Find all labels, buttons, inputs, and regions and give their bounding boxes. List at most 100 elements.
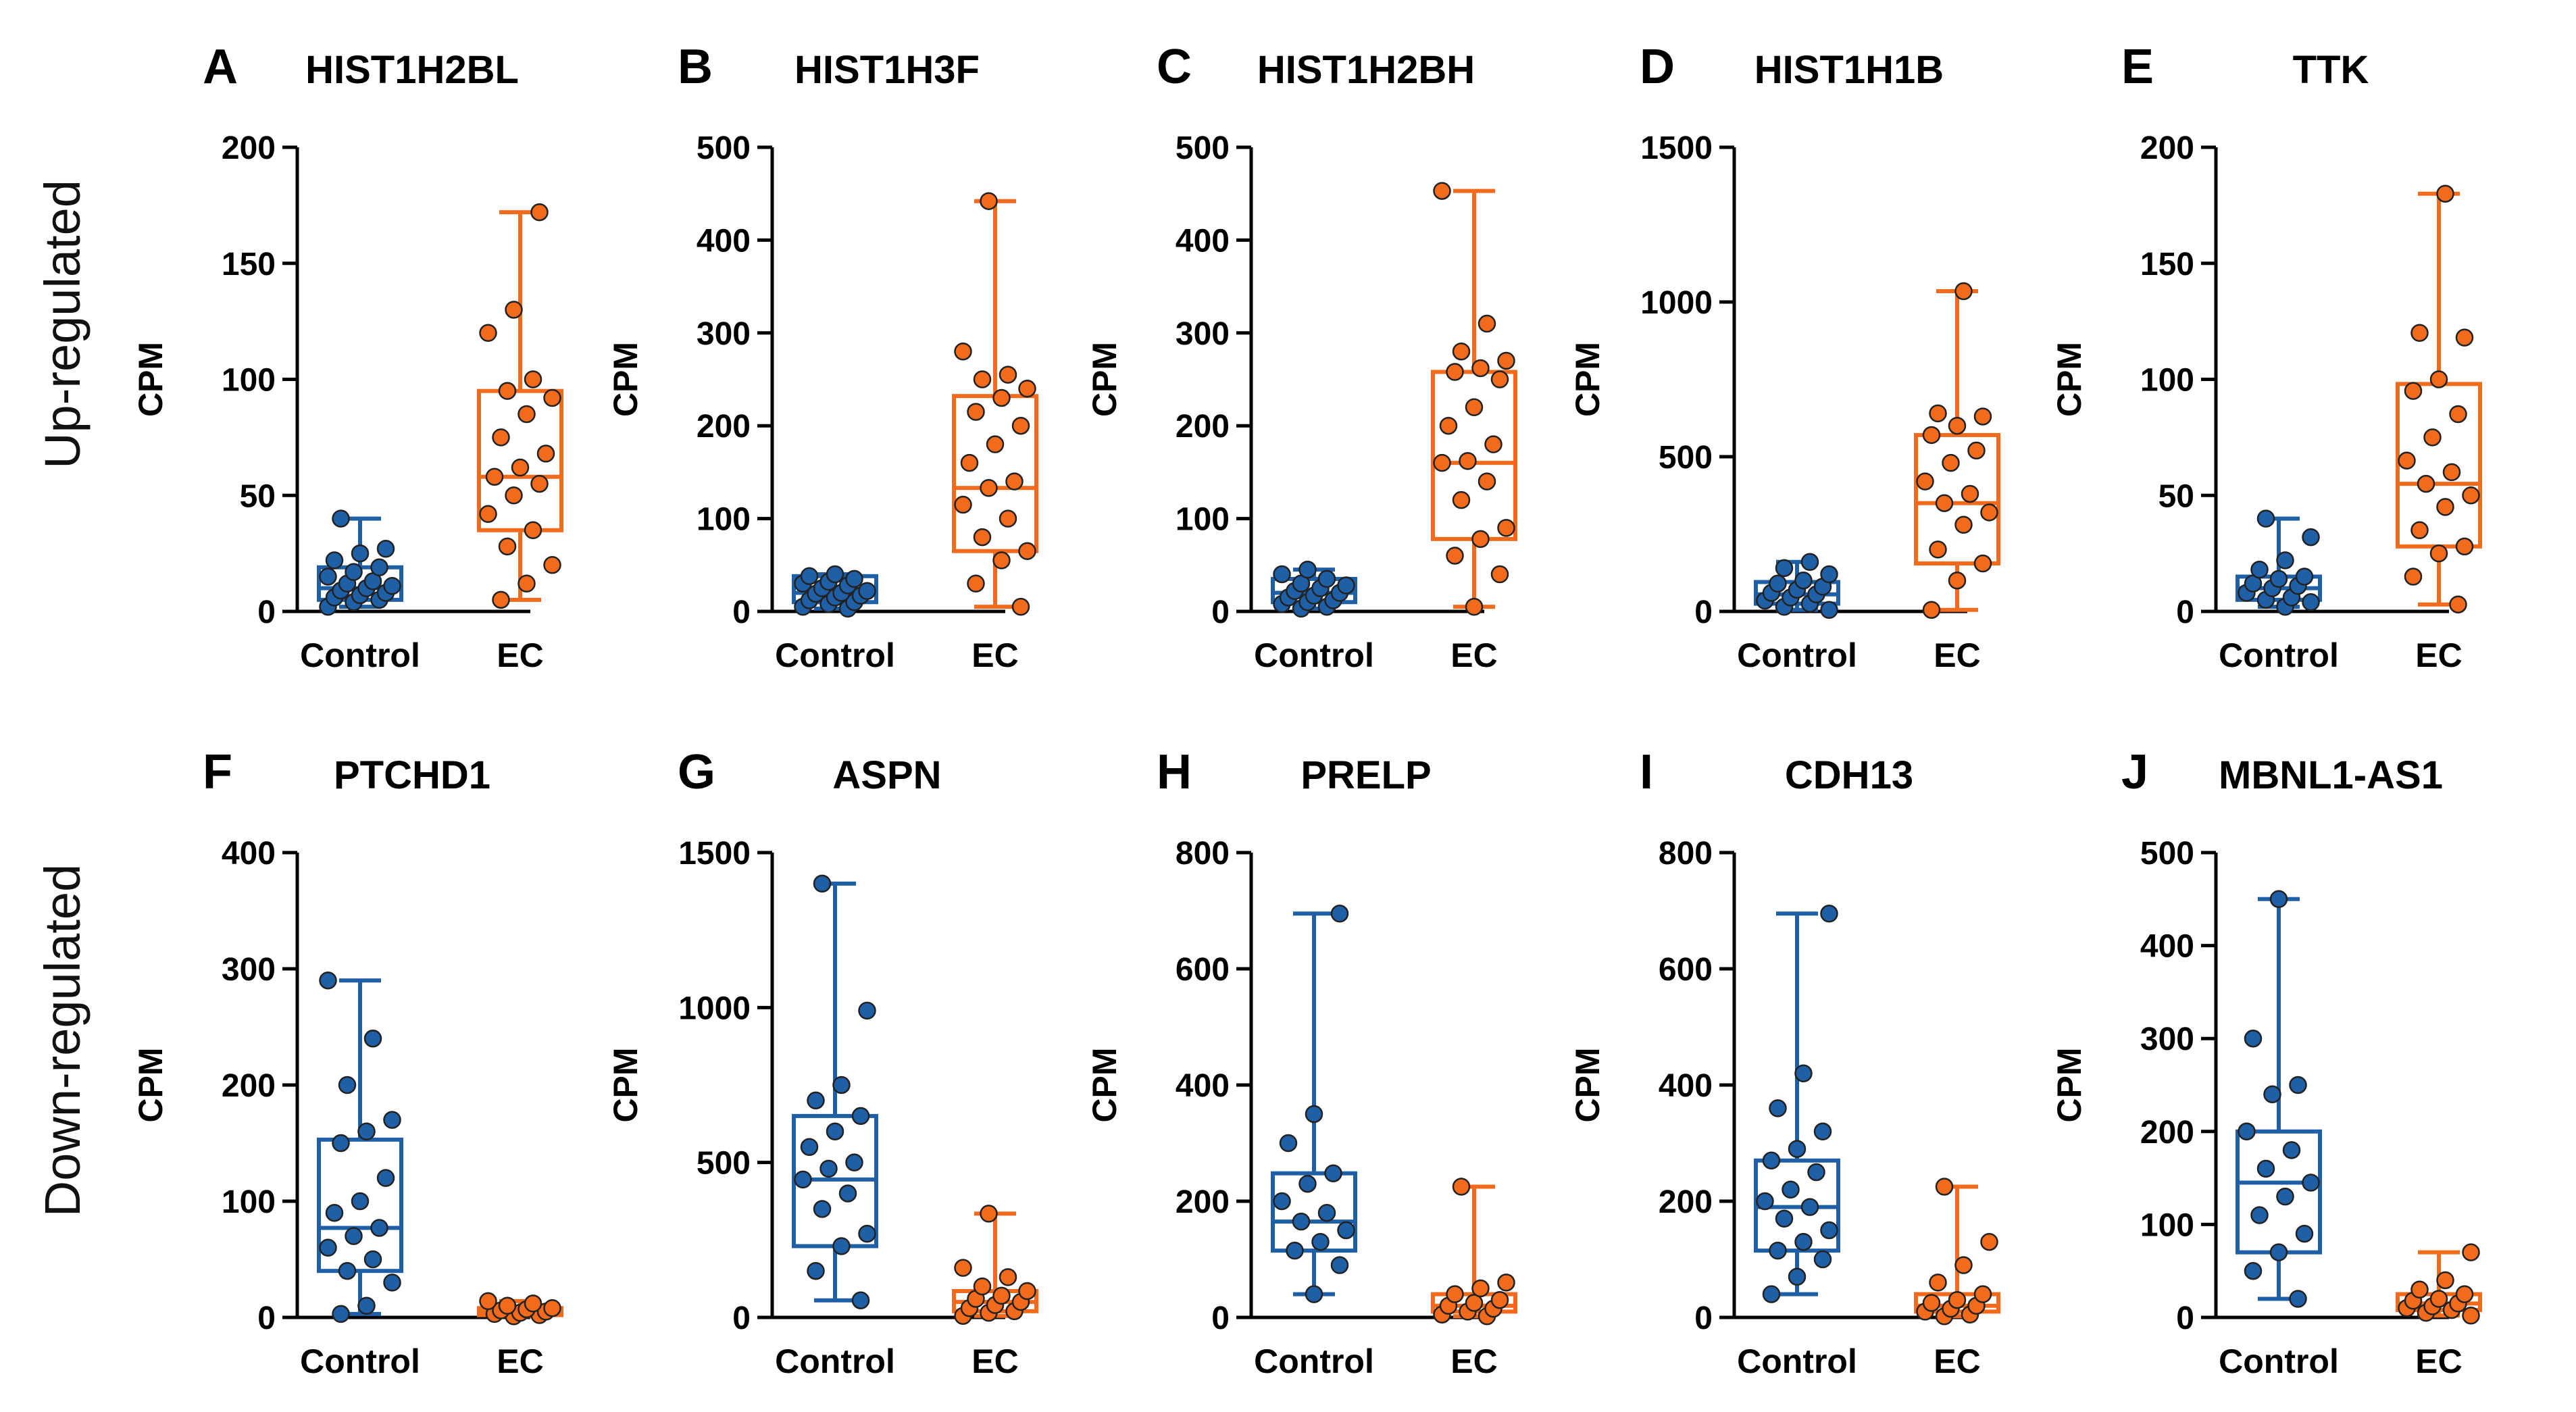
data-point bbox=[2289, 1076, 2307, 1094]
panel-d-ytick-label: 1500 bbox=[1640, 130, 1713, 166]
data-point bbox=[1769, 574, 1787, 593]
panel-e-ytick-label: 50 bbox=[2158, 478, 2194, 514]
data-point bbox=[986, 435, 1005, 453]
panel-h-ytick-label: 800 bbox=[1176, 836, 1230, 872]
panel-j-title: MBNL1-AS1 bbox=[2219, 753, 2443, 797]
panel-b-letter: B bbox=[678, 40, 713, 94]
panel-h-ytick-label: 600 bbox=[1176, 952, 1230, 988]
data-point bbox=[2417, 474, 2435, 493]
data-point bbox=[498, 537, 517, 556]
panel-f-title: PTCHD1 bbox=[334, 753, 490, 797]
data-point bbox=[479, 1292, 497, 1311]
data-point bbox=[1471, 359, 1490, 378]
data-point bbox=[345, 1227, 363, 1245]
data-point bbox=[319, 1238, 337, 1257]
data-point bbox=[524, 370, 542, 388]
panel-a-letter: A bbox=[203, 40, 238, 94]
data-point bbox=[498, 1296, 517, 1315]
panel-h-letter: H bbox=[1157, 745, 1192, 799]
data-point bbox=[2238, 1122, 2256, 1141]
data-point bbox=[1929, 540, 1947, 559]
panel-j-ytick-label: 100 bbox=[2140, 1207, 2194, 1243]
panel-b-ytick-label: 400 bbox=[697, 223, 751, 259]
panel-j-ylabel: CPM bbox=[2050, 1047, 2088, 1122]
data-point bbox=[1775, 1209, 1794, 1228]
data-point bbox=[2429, 370, 2448, 388]
data-point bbox=[2269, 890, 2288, 909]
data-point bbox=[2244, 1261, 2263, 1280]
data-point bbox=[370, 1219, 388, 1237]
data-point bbox=[383, 576, 401, 595]
data-point bbox=[794, 1170, 812, 1189]
panel-e-ytick-label: 200 bbox=[2140, 130, 2194, 166]
data-point bbox=[357, 1122, 376, 1141]
data-point bbox=[1317, 570, 1336, 588]
panel-e-ytick-label: 150 bbox=[2140, 247, 2194, 282]
panel-f-ec-group bbox=[477, 1292, 563, 1326]
data-point bbox=[536, 445, 555, 463]
data-point bbox=[832, 1076, 851, 1094]
data-point bbox=[807, 1091, 825, 1110]
data-point bbox=[813, 1200, 832, 1218]
data-point bbox=[1330, 905, 1349, 923]
data-point bbox=[1273, 1192, 1291, 1211]
data-point bbox=[1497, 1274, 1515, 1292]
panel-i: I CDH13 0 200 400 600 800 CPM Control EC bbox=[1569, 745, 2000, 1380]
panel-f-ylabel: CPM bbox=[132, 1047, 170, 1122]
data-point bbox=[2423, 428, 2442, 447]
data-point bbox=[2455, 1285, 2474, 1303]
data-point bbox=[363, 1029, 382, 1048]
panel-b-ytick-label: 0 bbox=[732, 595, 751, 630]
iqr-box bbox=[477, 388, 563, 532]
data-point bbox=[479, 324, 497, 343]
panel-b-ytick-label: 300 bbox=[697, 316, 751, 352]
panel-j-xtick-label: EC bbox=[2415, 1342, 2462, 1380]
panel-c-xtick-label: Control bbox=[1254, 636, 1374, 674]
data-point bbox=[980, 479, 998, 497]
panel-g-xtick-label: Control bbox=[775, 1342, 895, 1380]
data-point bbox=[530, 474, 549, 493]
data-point bbox=[1337, 1221, 1355, 1240]
data-point bbox=[332, 1305, 350, 1323]
panel-j-ytick-label: 500 bbox=[2140, 836, 2194, 872]
iqr-box bbox=[1914, 432, 2000, 566]
panel-j-ytick-label: 200 bbox=[2140, 1115, 2194, 1151]
panel-i-ytick-label: 0 bbox=[1694, 1301, 1713, 1336]
data-point bbox=[858, 1224, 876, 1243]
data-point bbox=[498, 382, 517, 400]
data-point bbox=[376, 1169, 395, 1187]
data-point bbox=[2404, 382, 2423, 400]
data-point bbox=[1490, 1290, 1509, 1309]
data-point bbox=[1298, 1174, 1317, 1193]
panel-j-ec-group bbox=[2396, 1243, 2482, 1325]
panel-j-letter: J bbox=[2121, 745, 2148, 799]
data-point bbox=[1317, 1203, 1336, 1222]
data-point bbox=[1813, 1122, 1832, 1141]
data-point bbox=[2263, 1085, 2281, 1104]
data-point bbox=[2302, 593, 2320, 611]
data-point bbox=[1922, 601, 1941, 619]
data-point bbox=[1788, 1267, 1807, 1286]
data-point bbox=[858, 582, 876, 601]
panel-f-ytick-label: 300 bbox=[222, 952, 276, 988]
data-point bbox=[992, 1286, 1011, 1305]
panel-h-ytick-label: 0 bbox=[1211, 1301, 1230, 1336]
data-point bbox=[2276, 1187, 2294, 1206]
data-point bbox=[357, 1296, 376, 1315]
data-point bbox=[973, 1277, 992, 1296]
data-point bbox=[2404, 568, 2423, 586]
data-point bbox=[2282, 1141, 2301, 1159]
panel-i-letter: I bbox=[1640, 745, 1653, 799]
data-point bbox=[1433, 182, 1451, 200]
panel-e: E TTK 0 50 100 150 200 CPM Control EC bbox=[2050, 40, 2482, 674]
panel-h-control-group bbox=[1271, 905, 1357, 1303]
panel-i-title: CDH13 bbox=[1785, 753, 1913, 797]
panel-g-letter: G bbox=[678, 745, 715, 799]
data-point bbox=[851, 1107, 870, 1126]
data-point bbox=[2244, 1029, 2263, 1048]
panel-d-ytick-label: 0 bbox=[1694, 595, 1713, 630]
panel-f-ytick-label: 100 bbox=[222, 1184, 276, 1220]
data-point bbox=[826, 565, 844, 584]
panel-d-ec-group bbox=[1914, 282, 2000, 619]
data-point bbox=[2398, 451, 2416, 470]
